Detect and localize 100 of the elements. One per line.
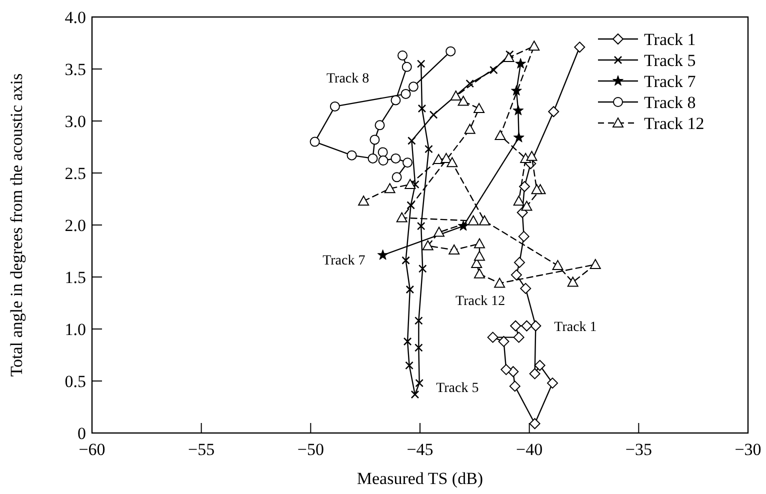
point <box>384 183 396 194</box>
point <box>446 46 456 56</box>
point <box>408 136 416 145</box>
point <box>509 380 520 392</box>
point <box>521 320 532 332</box>
point <box>526 150 538 161</box>
point <box>368 153 378 164</box>
point <box>494 130 506 140</box>
y-tick-label: 2.5 <box>64 164 86 183</box>
point <box>330 101 340 112</box>
point <box>515 58 526 68</box>
point <box>479 215 490 226</box>
point <box>390 95 401 106</box>
point <box>414 316 423 325</box>
point <box>513 332 524 343</box>
point <box>466 79 474 88</box>
y-tick-label: 0 <box>78 424 86 443</box>
point <box>310 136 320 147</box>
annotation: Track 7 <box>322 253 366 268</box>
point <box>446 157 458 168</box>
point <box>503 52 514 62</box>
point <box>548 106 560 118</box>
point <box>519 181 530 192</box>
point <box>403 337 412 346</box>
y-tick-label: 1.5 <box>64 268 86 287</box>
point <box>374 120 385 130</box>
point <box>510 85 522 96</box>
annotation: Track 5 <box>436 381 479 396</box>
legend-label: Track 8 <box>644 93 696 112</box>
point <box>590 259 601 270</box>
point <box>521 200 532 211</box>
point <box>404 178 416 189</box>
point <box>468 215 479 226</box>
point <box>487 332 498 343</box>
point <box>378 156 388 166</box>
point <box>474 250 485 261</box>
point <box>500 364 512 376</box>
point <box>448 244 460 254</box>
point <box>396 212 408 222</box>
x-tick-label: −30 <box>734 440 762 459</box>
point <box>377 249 388 260</box>
point <box>424 144 433 154</box>
x-tick-label: −40 <box>516 440 543 459</box>
point <box>474 268 485 278</box>
legend-label: Track 1 <box>644 30 696 49</box>
y-tick-label: 2.0 <box>64 216 86 235</box>
point <box>458 96 469 106</box>
point <box>512 104 524 116</box>
legend-label: Track 12 <box>644 114 704 133</box>
point <box>552 260 564 270</box>
point <box>410 390 420 399</box>
point <box>567 276 578 287</box>
y-tick-label: 4.0 <box>64 8 86 27</box>
point <box>406 285 414 294</box>
point <box>494 278 506 288</box>
point <box>433 154 444 164</box>
point <box>510 320 522 332</box>
point <box>530 320 542 332</box>
point <box>498 336 510 347</box>
point <box>402 158 413 168</box>
point <box>474 238 485 248</box>
point <box>440 152 452 163</box>
point <box>458 220 469 231</box>
point <box>346 150 357 160</box>
point <box>390 153 401 164</box>
point <box>378 147 388 158</box>
point <box>529 418 540 430</box>
point <box>528 40 540 51</box>
point <box>414 344 423 352</box>
annotation: Track 12 <box>456 294 506 309</box>
point <box>434 226 445 237</box>
x-tick-label: −55 <box>188 440 215 459</box>
y-tick-label: 0.5 <box>64 372 86 391</box>
point <box>531 184 542 194</box>
point <box>411 180 420 189</box>
point <box>415 378 424 388</box>
annotation: Track 8 <box>326 71 370 86</box>
point <box>422 240 434 250</box>
y-tick-label: 3.0 <box>64 112 86 131</box>
x-tick-label: −45 <box>406 440 434 459</box>
point <box>529 368 540 380</box>
y-tick-label: 3.5 <box>64 60 86 79</box>
point <box>398 50 408 60</box>
point <box>574 42 586 53</box>
legend-label: Track 5 <box>644 51 696 70</box>
y-tick-label: 1.0 <box>64 320 86 339</box>
point <box>400 88 411 99</box>
point <box>510 269 522 280</box>
point <box>547 378 558 389</box>
point <box>402 256 410 265</box>
point <box>474 103 485 114</box>
legend-label: Track 7 <box>644 72 696 91</box>
point <box>490 66 498 74</box>
point <box>406 201 415 210</box>
point <box>370 134 380 145</box>
point <box>513 132 524 142</box>
point <box>514 256 525 268</box>
point <box>416 222 426 230</box>
point <box>402 62 412 72</box>
x-axis-title: Measured TS (dB) <box>356 469 484 488</box>
